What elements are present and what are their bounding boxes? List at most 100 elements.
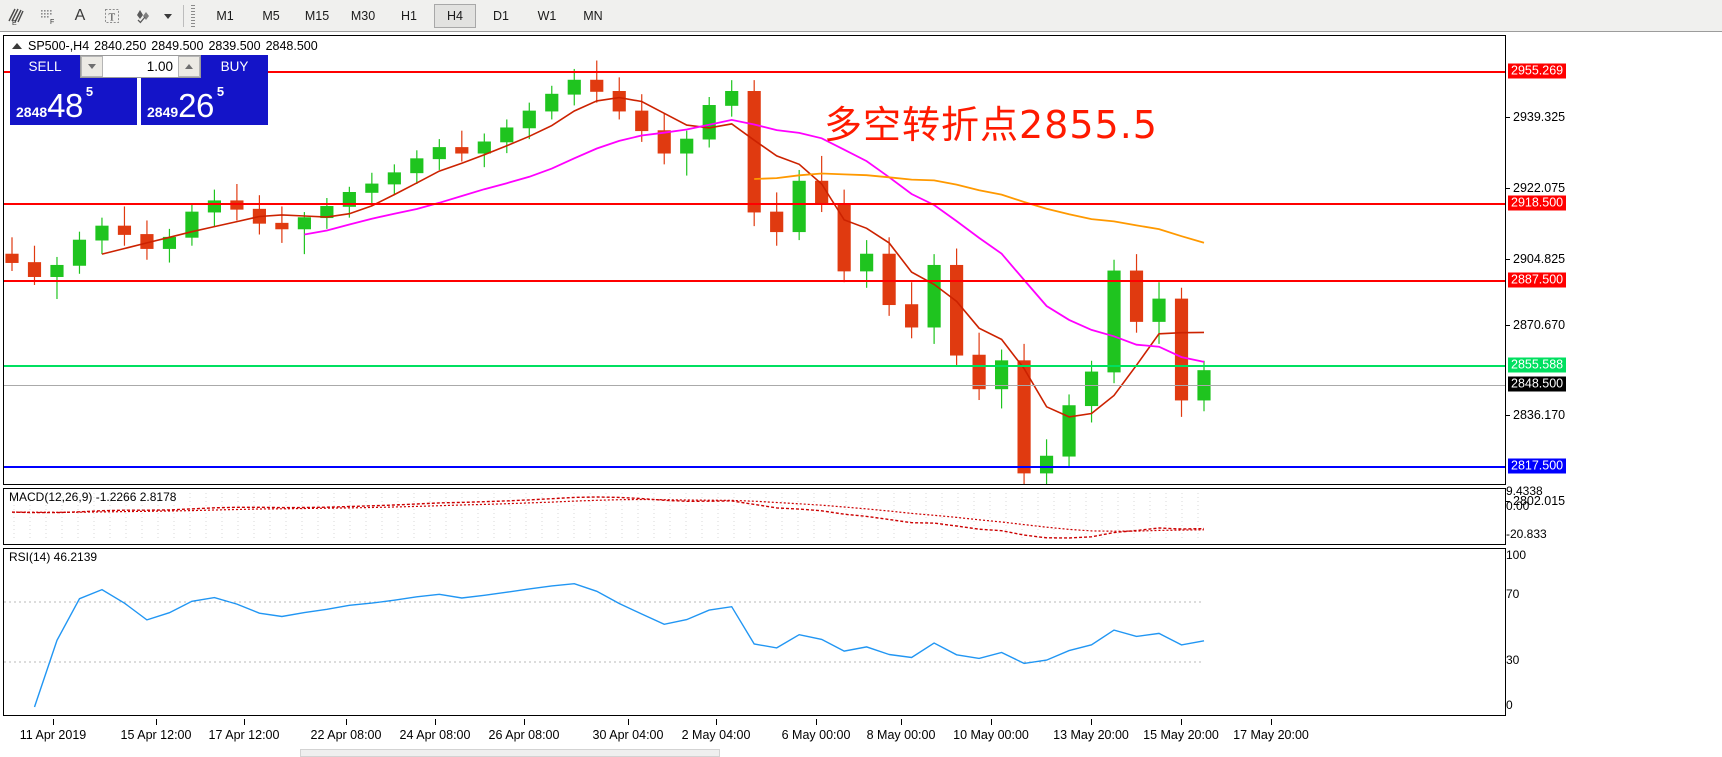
price-scale[interactable]: 2955.269 2939.325 2922.075 2918.500 2904.825… — [1506, 35, 1717, 748]
chevron-up-icon — [185, 64, 193, 69]
moving-average-line — [304, 118, 1205, 363]
candle — [1084, 371, 1099, 407]
candle — [5, 253, 19, 263]
candle — [207, 200, 222, 213]
text-label-icon[interactable]: T — [96, 1, 128, 30]
timeframe-m5[interactable]: M5 — [262, 8, 280, 23]
candle — [27, 262, 42, 277]
price-scale-badge[interactable]: 2848.500 — [1508, 376, 1567, 392]
resistance-2887[interactable] — [4, 280, 1505, 282]
collapse-triangle-icon[interactable] — [12, 43, 22, 49]
timeframe-m30[interactable]: M30 — [350, 8, 376, 23]
price-scale-badge[interactable]: 2817.500 — [1508, 458, 1567, 474]
candle — [297, 217, 311, 230]
taskbar-segment[interactable] — [300, 749, 720, 757]
candle — [1017, 360, 1031, 474]
sell-price-main: 48 — [47, 87, 83, 124]
toolbar-grip[interactable] — [191, 4, 195, 27]
one-click-trading-panel[interactable]: SELL 1.00 BUY 2848 48 — [10, 55, 268, 125]
resistance-2918[interactable] — [4, 203, 1505, 205]
timeframe-h1[interactable]: H1 — [401, 8, 417, 23]
macd-main-line — [11, 496, 1205, 539]
sell-price-fraction: 5 — [85, 84, 94, 99]
rsi-label: RSI(14) 46.2139 — [9, 550, 98, 564]
moving-average-line — [754, 172, 1205, 244]
toolbar-divider — [183, 4, 184, 27]
price-scale-badge[interactable]: 2955.269 — [1508, 63, 1567, 79]
macd-signal-line — [11, 498, 1205, 532]
price-scale-badge[interactable]: 2855.588 — [1508, 357, 1567, 373]
window-bottom-strip — [0, 749, 1722, 757]
price-scale-tick: 2802.015 — [1506, 494, 1565, 508]
candle — [770, 211, 784, 233]
candle — [500, 127, 514, 143]
symbol-info-line: SP500-,H4 2840.250 2849.500 2839.500 284… — [12, 39, 318, 53]
support-2817[interactable] — [4, 466, 1505, 468]
candle — [455, 147, 469, 154]
timeframe-m15[interactable]: M15 — [304, 8, 330, 23]
candle — [635, 110, 649, 132]
grid-icon[interactable]: F — [32, 1, 64, 30]
volume-decrease-button[interactable] — [81, 56, 103, 77]
timeframe-d1[interactable]: D1 — [493, 8, 509, 23]
price-scale-tick: 2939.325 — [1506, 110, 1565, 124]
volume-input[interactable]: 1.00 — [103, 56, 178, 77]
timeframe-mn[interactable]: MN — [583, 8, 603, 23]
oct-controls-row: SELL 1.00 BUY — [10, 55, 268, 78]
candle — [1062, 405, 1076, 457]
timeframe-m1[interactable]: M1 — [216, 8, 234, 23]
oct-price-row: 2848 48 5 2849 26 5 — [10, 78, 268, 125]
rsi-plot — [4, 549, 1505, 715]
volume-increase-button[interactable] — [178, 56, 200, 77]
macd-scale-tick: 9.4338 — [1506, 484, 1543, 498]
candle — [657, 130, 671, 154]
price-scale-badge[interactable]: 2918.500 — [1508, 195, 1567, 211]
time-axis-tick — [435, 719, 436, 725]
volume-stepper[interactable]: 1.00 — [80, 55, 201, 78]
timeframe-w1[interactable]: W1 — [537, 8, 557, 23]
resistance-2955[interactable] — [4, 71, 1505, 73]
candle — [387, 172, 401, 185]
candle — [230, 200, 244, 210]
objects-icon[interactable] — [128, 1, 160, 30]
timeframe-h4[interactable]: H4 — [434, 3, 476, 28]
macd-panel[interactable]: MACD(12,26,9) -1.2266 2.8178 — [3, 488, 1506, 545]
price-scale-badge[interactable]: 2887.500 — [1508, 272, 1567, 288]
dropdown-arrow-icon[interactable] — [160, 1, 176, 30]
buy-price-display[interactable]: 2849 26 5 — [141, 78, 268, 125]
macd-plot — [4, 489, 1505, 544]
pivot-2855[interactable] — [4, 365, 1505, 367]
candle — [792, 180, 806, 233]
current-2848[interactable] — [4, 385, 1505, 386]
symbol-low: 2839.500 — [208, 39, 261, 53]
price-scale-tick: 2904.825 — [1506, 252, 1565, 266]
time-axis-tick — [1091, 719, 1092, 725]
sell-price-display[interactable]: 2848 48 5 — [10, 78, 137, 125]
candle — [410, 158, 424, 174]
chart-area: SP500-,H4 2840.250 2849.500 2839.500 284… — [3, 35, 1717, 748]
candle — [725, 90, 739, 106]
text-tool-icon[interactable]: A — [74, 6, 86, 24]
rsi-panel[interactable]: RSI(14) 46.2139 — [3, 548, 1506, 716]
symbol-high: 2849.500 — [151, 39, 204, 53]
candle — [905, 304, 919, 328]
sell-button[interactable]: SELL — [10, 55, 80, 78]
time-axis-tick — [1181, 719, 1182, 725]
candle — [275, 222, 289, 230]
time-axis-label: 15 May 20:00 — [1143, 728, 1219, 742]
time-axis-tick — [244, 719, 245, 725]
symbol-open: 2840.250 — [94, 39, 147, 53]
buy-price-fraction: 5 — [216, 84, 225, 99]
price-chart-panel[interactable]: SP500-,H4 2840.250 2849.500 2839.500 284… — [3, 35, 1506, 485]
candle — [995, 360, 1009, 390]
buy-button[interactable]: BUY — [201, 55, 268, 78]
svg-text:T: T — [109, 11, 116, 23]
time-axis-tick — [716, 719, 717, 725]
price-scale-tick: 2922.075 — [1506, 181, 1565, 195]
candle — [1039, 455, 1054, 474]
indicators-icon[interactable]: E — [0, 1, 32, 30]
candlestick-svg — [5, 60, 1211, 484]
time-axis-label: 22 Apr 08:00 — [310, 728, 382, 742]
symbol-name: SP500-,H4 — [28, 39, 90, 53]
time-axis-tick — [816, 719, 817, 725]
